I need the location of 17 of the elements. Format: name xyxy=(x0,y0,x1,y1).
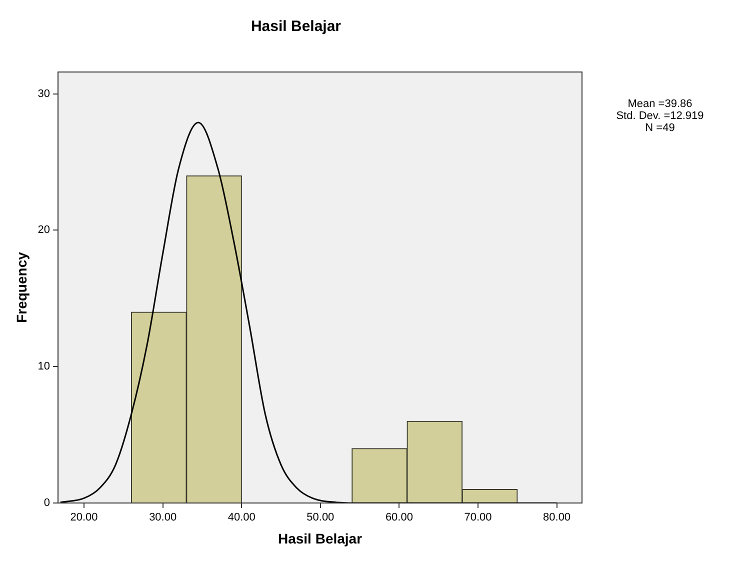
x-axis-title: Hasil Belajar xyxy=(278,530,363,546)
text: N =49 xyxy=(644,122,676,134)
chart-title: Hasil Belajar xyxy=(250,18,342,36)
x-tick-label: 30.00 xyxy=(149,512,177,524)
x-tick-label: 70.00 xyxy=(464,512,492,524)
text: Mean =39.86 xyxy=(626,98,694,110)
x-tick-label: 40.00 xyxy=(228,512,256,524)
x-tick-label: 80.00 xyxy=(543,512,571,524)
y-axis-title: Frequency xyxy=(13,252,30,323)
text: Std. Dev. =12.919 xyxy=(615,110,705,122)
x-tick-label: 50.00 xyxy=(306,512,334,524)
y-tick-label: 30 xyxy=(38,88,50,100)
x-tick-label: 20.00 xyxy=(70,512,98,524)
y-tick-label: 0 xyxy=(44,497,50,510)
x-tick-label: 60.00 xyxy=(385,512,413,524)
y-tick-label: 10 xyxy=(38,360,50,373)
y-tick-label: 20 xyxy=(38,224,50,236)
